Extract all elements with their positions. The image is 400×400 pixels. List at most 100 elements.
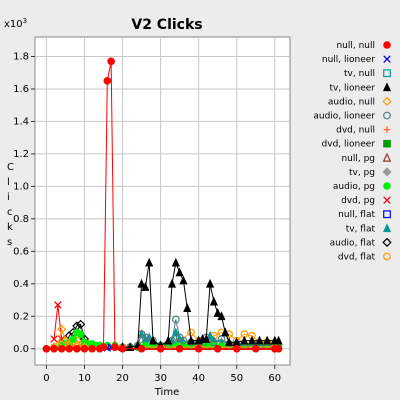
point-audio-null bbox=[56, 324, 67, 334]
point-null-null bbox=[73, 344, 81, 353]
point-tv-lioneer bbox=[183, 303, 192, 312]
point-audio-null bbox=[53, 340, 63, 351]
point-tv-lioneer bbox=[209, 296, 218, 306]
point-tv-flat bbox=[205, 330, 215, 340]
legend-marker bbox=[383, 69, 391, 78]
point-tv-lioneer bbox=[141, 282, 150, 291]
legend-item-dvd-null: dvd, null bbox=[336, 126, 391, 136]
legend-item-audio-flat: audio, flat bbox=[330, 237, 392, 248]
legend-item-audio-null: audio, null bbox=[328, 96, 392, 107]
point-null-null bbox=[156, 344, 165, 353]
point-null-null bbox=[232, 344, 241, 353]
legend-label: tv, lioneer bbox=[329, 83, 375, 93]
legend-label: audio, null bbox=[328, 97, 375, 107]
point-null-null bbox=[137, 344, 146, 353]
legend-item-tv-lioneer: tv, lioneer bbox=[329, 82, 392, 93]
legend-label: null, flat bbox=[338, 210, 375, 220]
point-tv-lioneer bbox=[213, 308, 222, 317]
point-null-null bbox=[251, 344, 260, 353]
y-tick-label: 1.0 bbox=[13, 181, 29, 192]
y-tick-label: 0.6 bbox=[13, 246, 29, 257]
point-audio-null bbox=[60, 335, 71, 346]
point-tv-lioneer bbox=[263, 335, 272, 345]
x-tick-label: 50 bbox=[230, 373, 243, 384]
legend-item-tv-pg: tv, pg bbox=[349, 167, 392, 178]
legend-marker bbox=[382, 96, 392, 107]
point-null-null bbox=[107, 57, 115, 66]
legend: null, null null, lioneer tv, null tv, lione… bbox=[313, 41, 392, 263]
legend-marker bbox=[383, 196, 391, 204]
point-null-null bbox=[274, 344, 283, 353]
legend-item-null-lioneer: null, lioneer bbox=[322, 55, 391, 65]
point-tv-lioneer bbox=[137, 278, 146, 288]
legend-item-tv-null: tv, null bbox=[344, 69, 391, 79]
point-audio-lioneer bbox=[171, 315, 180, 324]
point-tv-lioneer bbox=[179, 275, 188, 285]
legend-marker bbox=[383, 210, 391, 219]
legend-label: null, lioneer bbox=[322, 55, 375, 65]
y-tick-label: 0.0 bbox=[13, 344, 29, 355]
legend-marker bbox=[383, 182, 391, 190]
y-axis-label-letter: l bbox=[7, 177, 10, 188]
y-tick-label: 1.2 bbox=[13, 149, 29, 160]
y-tick-label: 1.4 bbox=[13, 116, 29, 127]
marker-stroke bbox=[383, 55, 391, 63]
legend-label: audio, flat bbox=[330, 238, 376, 248]
point-tv-lioneer bbox=[274, 335, 283, 345]
point-tv-lioneer bbox=[240, 335, 249, 345]
y-axis-label-letter: c bbox=[7, 207, 13, 218]
legend-item-null-null: null, null bbox=[336, 41, 391, 51]
series-group bbox=[42, 57, 283, 353]
series-tv-lioneer bbox=[118, 257, 283, 351]
point-audio-lioneer bbox=[179, 336, 188, 345]
point-null-null bbox=[65, 344, 74, 353]
legend-marker bbox=[383, 139, 391, 148]
legend-item-dvd-lioneer: dvd, lioneer bbox=[322, 140, 391, 150]
point-tv-lioneer bbox=[247, 335, 257, 345]
legend-item-null-pg: null, pg bbox=[341, 152, 392, 164]
y-tick-label: 0.2 bbox=[13, 311, 29, 322]
legend-marker bbox=[383, 252, 391, 261]
legend-label: tv, null bbox=[344, 69, 375, 79]
point-null-null bbox=[99, 343, 108, 351]
point-tv-lioneer bbox=[221, 327, 230, 337]
legend-label: null, null bbox=[336, 41, 375, 51]
marker-stroke bbox=[54, 301, 62, 309]
x-tick-label: 40 bbox=[192, 373, 205, 384]
point-null-null bbox=[111, 343, 119, 351]
y-axis-label-letter: s bbox=[7, 237, 12, 248]
legend-marker bbox=[382, 82, 392, 92]
plot-area bbox=[34, 36, 291, 366]
point-tv-lioneer bbox=[225, 337, 234, 347]
y-tick-label: 1.6 bbox=[13, 84, 29, 95]
series-null-null bbox=[42, 57, 283, 353]
legend-label: null, pg bbox=[341, 154, 375, 164]
point-audio-lioneer bbox=[209, 338, 218, 347]
marker-stroke bbox=[383, 196, 391, 204]
point-null-null bbox=[50, 344, 58, 353]
grid-lines bbox=[35, 37, 290, 365]
point-tv-lioneer bbox=[145, 257, 154, 267]
y-multiplier: x103 bbox=[4, 17, 27, 30]
point-tv-lioneer bbox=[171, 257, 180, 267]
legend-label: dvd, pg bbox=[341, 196, 375, 206]
legend-label: audio, lioneer bbox=[313, 112, 375, 122]
point-tv-flat bbox=[171, 327, 180, 337]
y-axis-label-letter: k bbox=[7, 222, 13, 233]
point-audio-lioneer bbox=[217, 335, 226, 343]
legend-marker bbox=[382, 152, 392, 162]
legend-marker bbox=[383, 111, 391, 120]
series-line-null-null bbox=[46, 61, 279, 350]
x-tick-label: 0 bbox=[43, 373, 49, 384]
point-audio-lioneer bbox=[141, 333, 150, 342]
legend-marker bbox=[383, 126, 391, 133]
axis-ticks: 0 10 20 30 40 50 60 0.0 0.2 0.4 0.6 0.8 1.0 1.2 1.4 1.6… bbox=[13, 51, 281, 384]
legend-label: dvd, lioneer bbox=[322, 140, 376, 150]
point-tv-lioneer bbox=[167, 278, 177, 288]
point-tv-lioneer bbox=[255, 335, 264, 345]
point-dvd-pg bbox=[54, 301, 62, 309]
point-null-null bbox=[213, 344, 222, 353]
legend-marker bbox=[382, 223, 392, 233]
point-null-null bbox=[118, 344, 127, 353]
